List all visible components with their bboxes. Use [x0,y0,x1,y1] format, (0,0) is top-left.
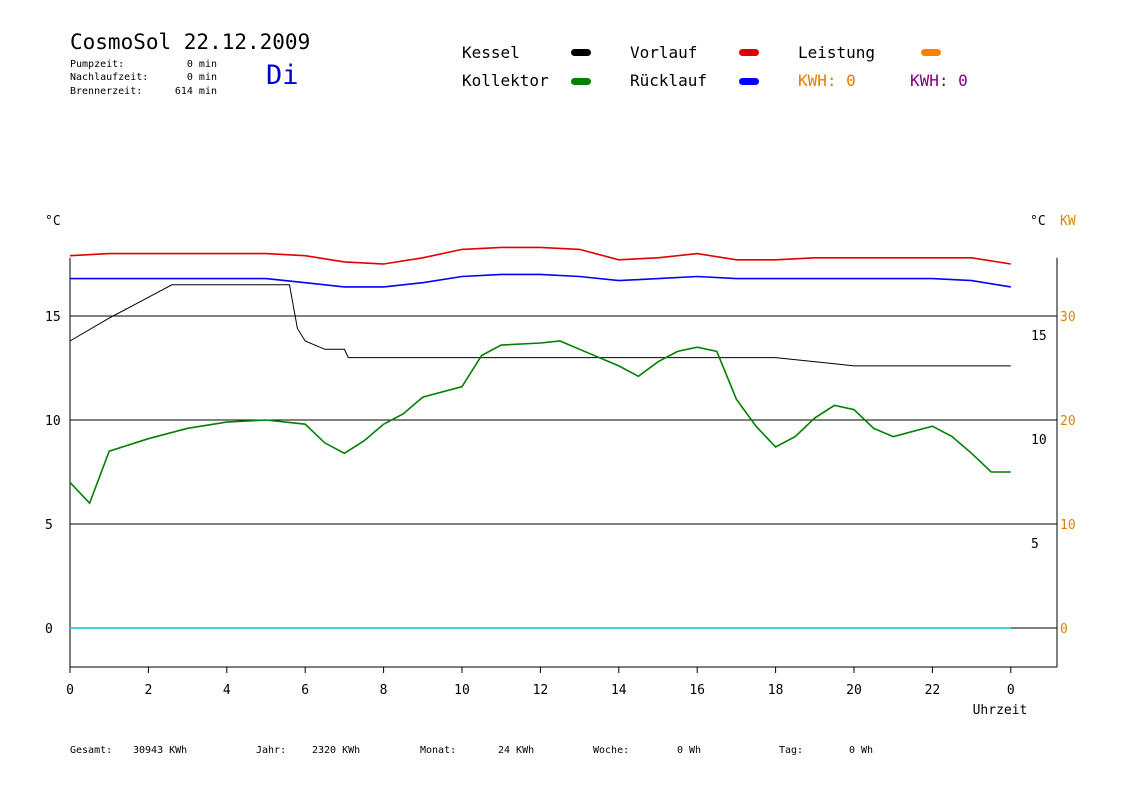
right-c-tick-label: 10 [1031,433,1047,448]
legend-swatch-vorlauf [739,49,759,56]
footer-value-gesamt: 30943 KWh [133,745,188,756]
legend-label-ruecklauf: Rücklauf [630,71,708,90]
x-tick-label: 0 [66,683,74,698]
series-line-kessel [69,284,1011,367]
footer-label-woche: Woche: [593,745,630,756]
legend-swatch-kessel [571,49,591,56]
right-kw-tick-label: 30 [1060,310,1076,325]
x-tick-label: 8 [380,683,388,698]
kwh-total-leistung: KWH: 0 [798,71,856,90]
footer-label-monat: Monat: [420,745,457,756]
chart-title: CosmoSol 22.12.2009 [70,30,311,54]
right-unit-kw-label: KW [1060,214,1076,229]
x-axis-label: Uhrzeit [973,703,1028,718]
stat-value-pumpzeit: 0 min [186,59,217,70]
left-tick-label: 0 [45,622,53,637]
footer-value-woche: 0 Wh [677,745,702,756]
legend-label-leistung: Leistung [798,43,876,62]
stat-value-brennerzeit: 614 min [174,86,217,97]
x-tick-label: 14 [611,683,627,698]
right-kw-tick-label: 0 [1060,622,1068,637]
x-tick-label: 10 [454,683,470,698]
series-line-ruecklauf [70,273,1011,288]
left-unit-label: °C [45,214,61,229]
legend-label-kessel: Kessel [462,43,520,62]
x-tick-label: 16 [689,683,705,698]
left-tick-label: 5 [45,518,53,533]
left-tick-label: 15 [45,310,61,325]
footer-label-tag: Tag: [779,745,804,756]
stat-label-brennerzeit: Brennerzeit: [70,86,143,97]
legend-swatch-ruecklauf [739,78,759,85]
x-tick-label: 22 [925,683,941,698]
legend-swatch-kollektor [571,78,591,85]
footer-label-jahr: Jahr: [256,745,287,756]
footer-value-tag: 0 Wh [849,745,874,756]
right-kw-tick-label: 20 [1060,414,1076,429]
series-line-kollektor [69,340,1011,505]
right-c-tick-label: 15 [1031,329,1047,344]
series-line-vorlauf [69,246,1011,265]
kwh-total-secondary: KWH: 0 [910,71,968,90]
stat-label-pumpzeit: Pumpzeit: [70,59,125,70]
right-unit-c-label: °C [1030,214,1046,229]
x-tick-label: 20 [846,683,862,698]
x-tick-label: 12 [533,683,549,698]
stat-value-nachlaufzeit: 0 min [186,72,217,83]
weekday-label: Di [266,60,299,91]
x-tick-label: 4 [223,683,231,698]
x-tick-label: 0 [1007,683,1015,698]
footer-value-monat: 24 KWh [498,745,535,756]
legend-label-kollektor: Kollektor [462,71,549,90]
left-tick-label: 10 [45,414,61,429]
legend-swatch-leistung [921,49,941,56]
stat-label-nachlaufzeit: Nachlaufzeit: [70,72,149,83]
legend-label-vorlauf: Vorlauf [630,43,698,62]
footer-label-gesamt: Gesamt: [70,745,113,756]
x-tick-label: 2 [144,683,152,698]
right-kw-tick-label: 10 [1060,518,1076,533]
footer-value-jahr: 2320 KWh [312,745,361,756]
x-tick-label: 18 [768,683,784,698]
x-tick-label: 6 [301,683,309,698]
right-c-tick-label: 5 [1031,537,1039,552]
